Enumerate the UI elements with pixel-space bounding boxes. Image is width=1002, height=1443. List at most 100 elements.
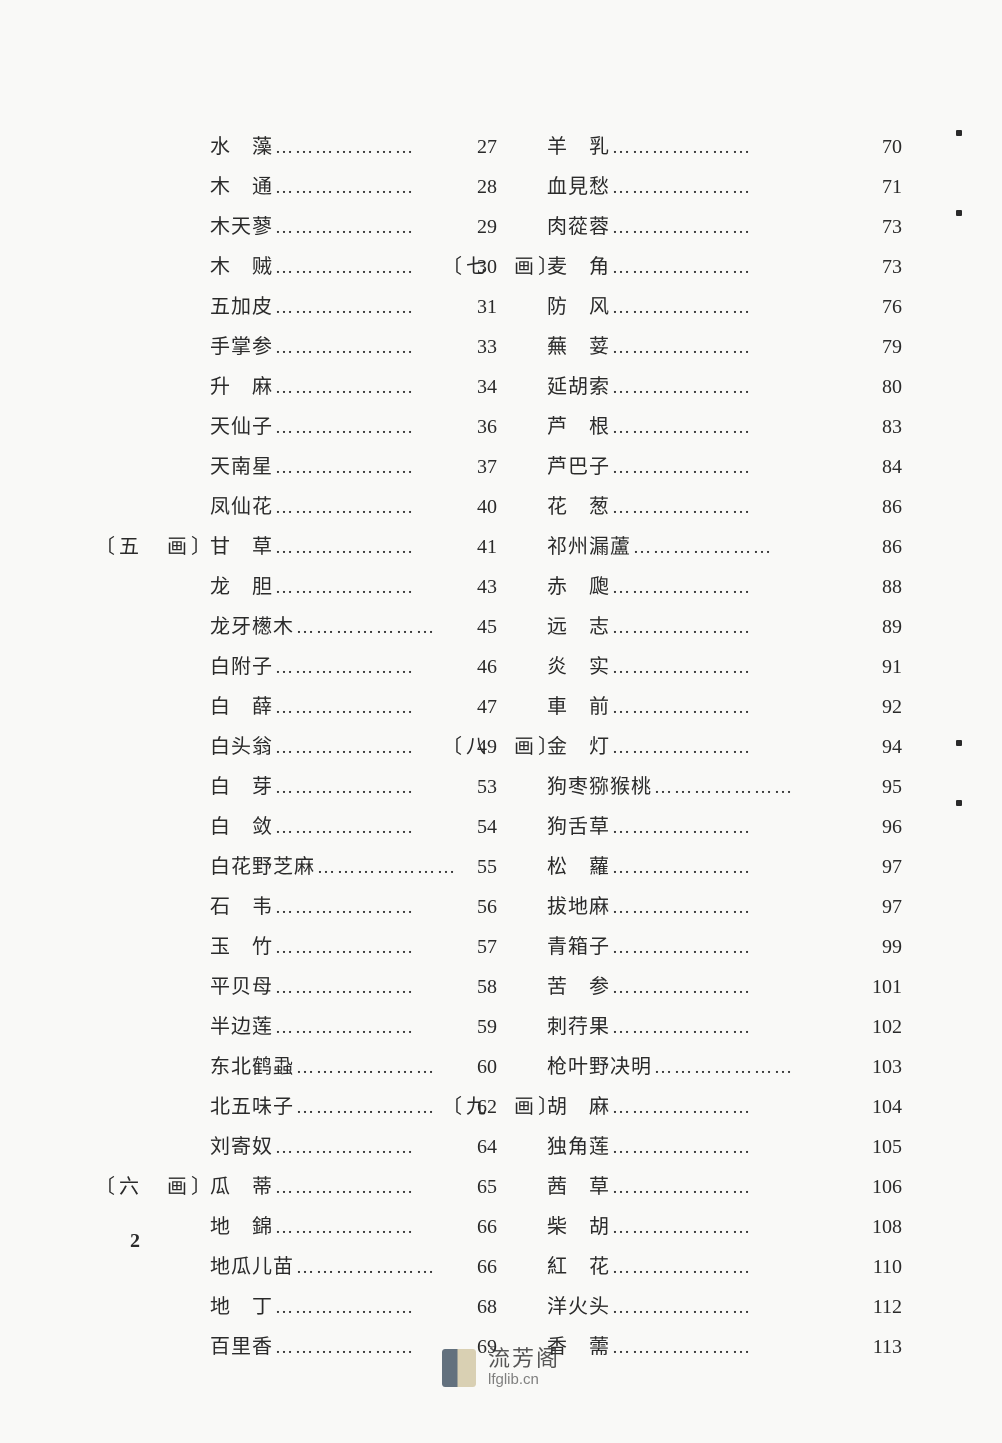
index-entry: 洋火头…………………112 <box>547 1290 902 1324</box>
index-entry: 車 前…………………92 <box>547 690 902 724</box>
entry-name: 五加皮 <box>210 290 273 319</box>
entry-name: 胡 麻 <box>547 1090 610 1119</box>
entry-page: 102 <box>862 1016 902 1039</box>
entry-name: 松 蘿 <box>547 850 610 879</box>
index-entry: 香 薷…………………113 <box>547 1330 902 1364</box>
entry-page: 73 <box>862 256 902 279</box>
stroke-section-label: 〔七 画〕 <box>442 250 532 279</box>
leader-dots: ………………… <box>610 377 862 399</box>
entry-name: 木 通 <box>210 170 273 199</box>
entry-name: 柴 胡 <box>547 1210 610 1239</box>
index-entry: 石 韦…………………56 <box>210 890 497 924</box>
entry-name: 金 灯 <box>547 730 610 759</box>
index-entry: 水 藻…………………27 <box>210 130 497 164</box>
index-entry: 〔九 画〕胡 麻…………………104 <box>547 1090 902 1124</box>
entry-page: 45 <box>457 616 497 639</box>
entry-name: 白附子 <box>210 650 273 679</box>
entry-name: 白 芽 <box>210 770 273 799</box>
page-mark <box>956 130 962 136</box>
leader-dots: ………………… <box>273 937 457 959</box>
entry-page: 113 <box>862 1336 902 1359</box>
entry-name: 白花野芝麻 <box>210 850 315 879</box>
page-mark <box>956 740 962 746</box>
entry-name: 龙牙檧木 <box>210 610 294 639</box>
index-entry: 刘寄奴…………………64 <box>210 1130 497 1164</box>
page-mark <box>956 210 962 216</box>
entry-page: 92 <box>862 696 902 719</box>
entry-name: 血見愁 <box>547 170 610 199</box>
leader-dots: ………………… <box>315 857 457 879</box>
entry-page: 83 <box>862 416 902 439</box>
entry-name: 天仙子 <box>210 410 273 439</box>
index-entry: 地 錦…………………66 <box>210 1210 497 1244</box>
entry-name: 半边莲 <box>210 1010 273 1039</box>
entry-name: 东北鹤蝨 <box>210 1050 294 1079</box>
page-mark <box>956 800 962 806</box>
index-entry: 防 风…………………76 <box>547 290 902 324</box>
entry-name: 刺荇果 <box>547 1010 610 1039</box>
leader-dots: ………………… <box>273 817 457 839</box>
leader-dots: ………………… <box>273 257 457 279</box>
index-entry: 白附子…………………46 <box>210 650 497 684</box>
entry-name: 赤 瓟 <box>547 570 610 599</box>
index-entry: 白 芽…………………53 <box>210 770 497 804</box>
leader-dots: ………………… <box>273 1337 457 1359</box>
leader-dots: ………………… <box>273 1137 457 1159</box>
entry-name: 远 志 <box>547 610 610 639</box>
index-entry: 地 丁…………………68 <box>210 1290 497 1324</box>
leader-dots: ………………… <box>273 377 457 399</box>
index-entry: 远 志…………………89 <box>547 610 902 644</box>
index-entry: 延胡索…………………80 <box>547 370 902 404</box>
leader-dots: ………………… <box>294 1057 457 1079</box>
index-entry: 青箱子…………………99 <box>547 930 902 964</box>
leader-dots: ………………… <box>610 137 862 159</box>
leader-dots: ………………… <box>610 497 862 519</box>
entry-page: 112 <box>862 1296 902 1319</box>
index-entry: 苦 参…………………101 <box>547 970 902 1004</box>
entry-name: 麦 角 <box>547 250 610 279</box>
leader-dots: ………………… <box>652 1057 862 1079</box>
entry-name: 洋火头 <box>547 1290 610 1319</box>
entry-name: 北五味子 <box>210 1090 294 1119</box>
index-entry: 手掌参…………………33 <box>210 330 497 364</box>
index-entry: 肉蓯蓉…………………73 <box>547 210 902 244</box>
entry-page: 65 <box>457 1176 497 1199</box>
entry-page: 55 <box>457 856 497 879</box>
entry-page: 70 <box>862 136 902 159</box>
entry-page: 105 <box>862 1136 902 1159</box>
leader-dots: ………………… <box>631 537 862 559</box>
index-entry: 〔五 画〕甘 草…………………41 <box>210 530 497 564</box>
index-entry: 柴 胡…………………108 <box>547 1210 902 1244</box>
entry-name: 肉蓯蓉 <box>547 210 610 239</box>
leader-dots: ………………… <box>294 1097 457 1119</box>
index-entry: 天南星…………………37 <box>210 450 497 484</box>
leader-dots: ………………… <box>273 777 457 799</box>
entry-page: 31 <box>457 296 497 319</box>
entry-page: 46 <box>457 656 497 679</box>
leader-dots: ………………… <box>273 977 457 999</box>
entry-page: 96 <box>862 816 902 839</box>
index-entry: 白 敛…………………54 <box>210 810 497 844</box>
entry-name: 狗舌草 <box>547 810 610 839</box>
entry-name: 升 麻 <box>210 370 273 399</box>
entry-name: 地 丁 <box>210 1290 273 1319</box>
entry-page: 103 <box>862 1056 902 1079</box>
stroke-section-label: 〔五 画〕 <box>95 530 215 559</box>
entry-name: 刘寄奴 <box>210 1130 273 1159</box>
stroke-section-label: 〔八 画〕 <box>442 730 532 759</box>
leader-dots: ………………… <box>610 417 862 439</box>
leader-dots: ………………… <box>610 737 862 759</box>
entry-page: 71 <box>862 176 902 199</box>
entry-name: 紅 花 <box>547 1250 610 1279</box>
left-column: 水 藻…………………27木 通…………………28木天蓼…………………29木 贼…… <box>100 130 497 1370</box>
page-number: 2 <box>130 1230 140 1253</box>
entry-page: 99 <box>862 936 902 959</box>
leader-dots: ………………… <box>273 897 457 919</box>
leader-dots: ………………… <box>273 1017 457 1039</box>
leader-dots: ………………… <box>273 537 457 559</box>
index-entry: 羊 乳…………………70 <box>547 130 902 164</box>
leader-dots: ………………… <box>610 857 862 879</box>
index-entry: 〔六 画〕瓜 蒂…………………65 <box>210 1170 497 1204</box>
leader-dots: ………………… <box>610 1297 862 1319</box>
entry-page: 47 <box>457 696 497 719</box>
